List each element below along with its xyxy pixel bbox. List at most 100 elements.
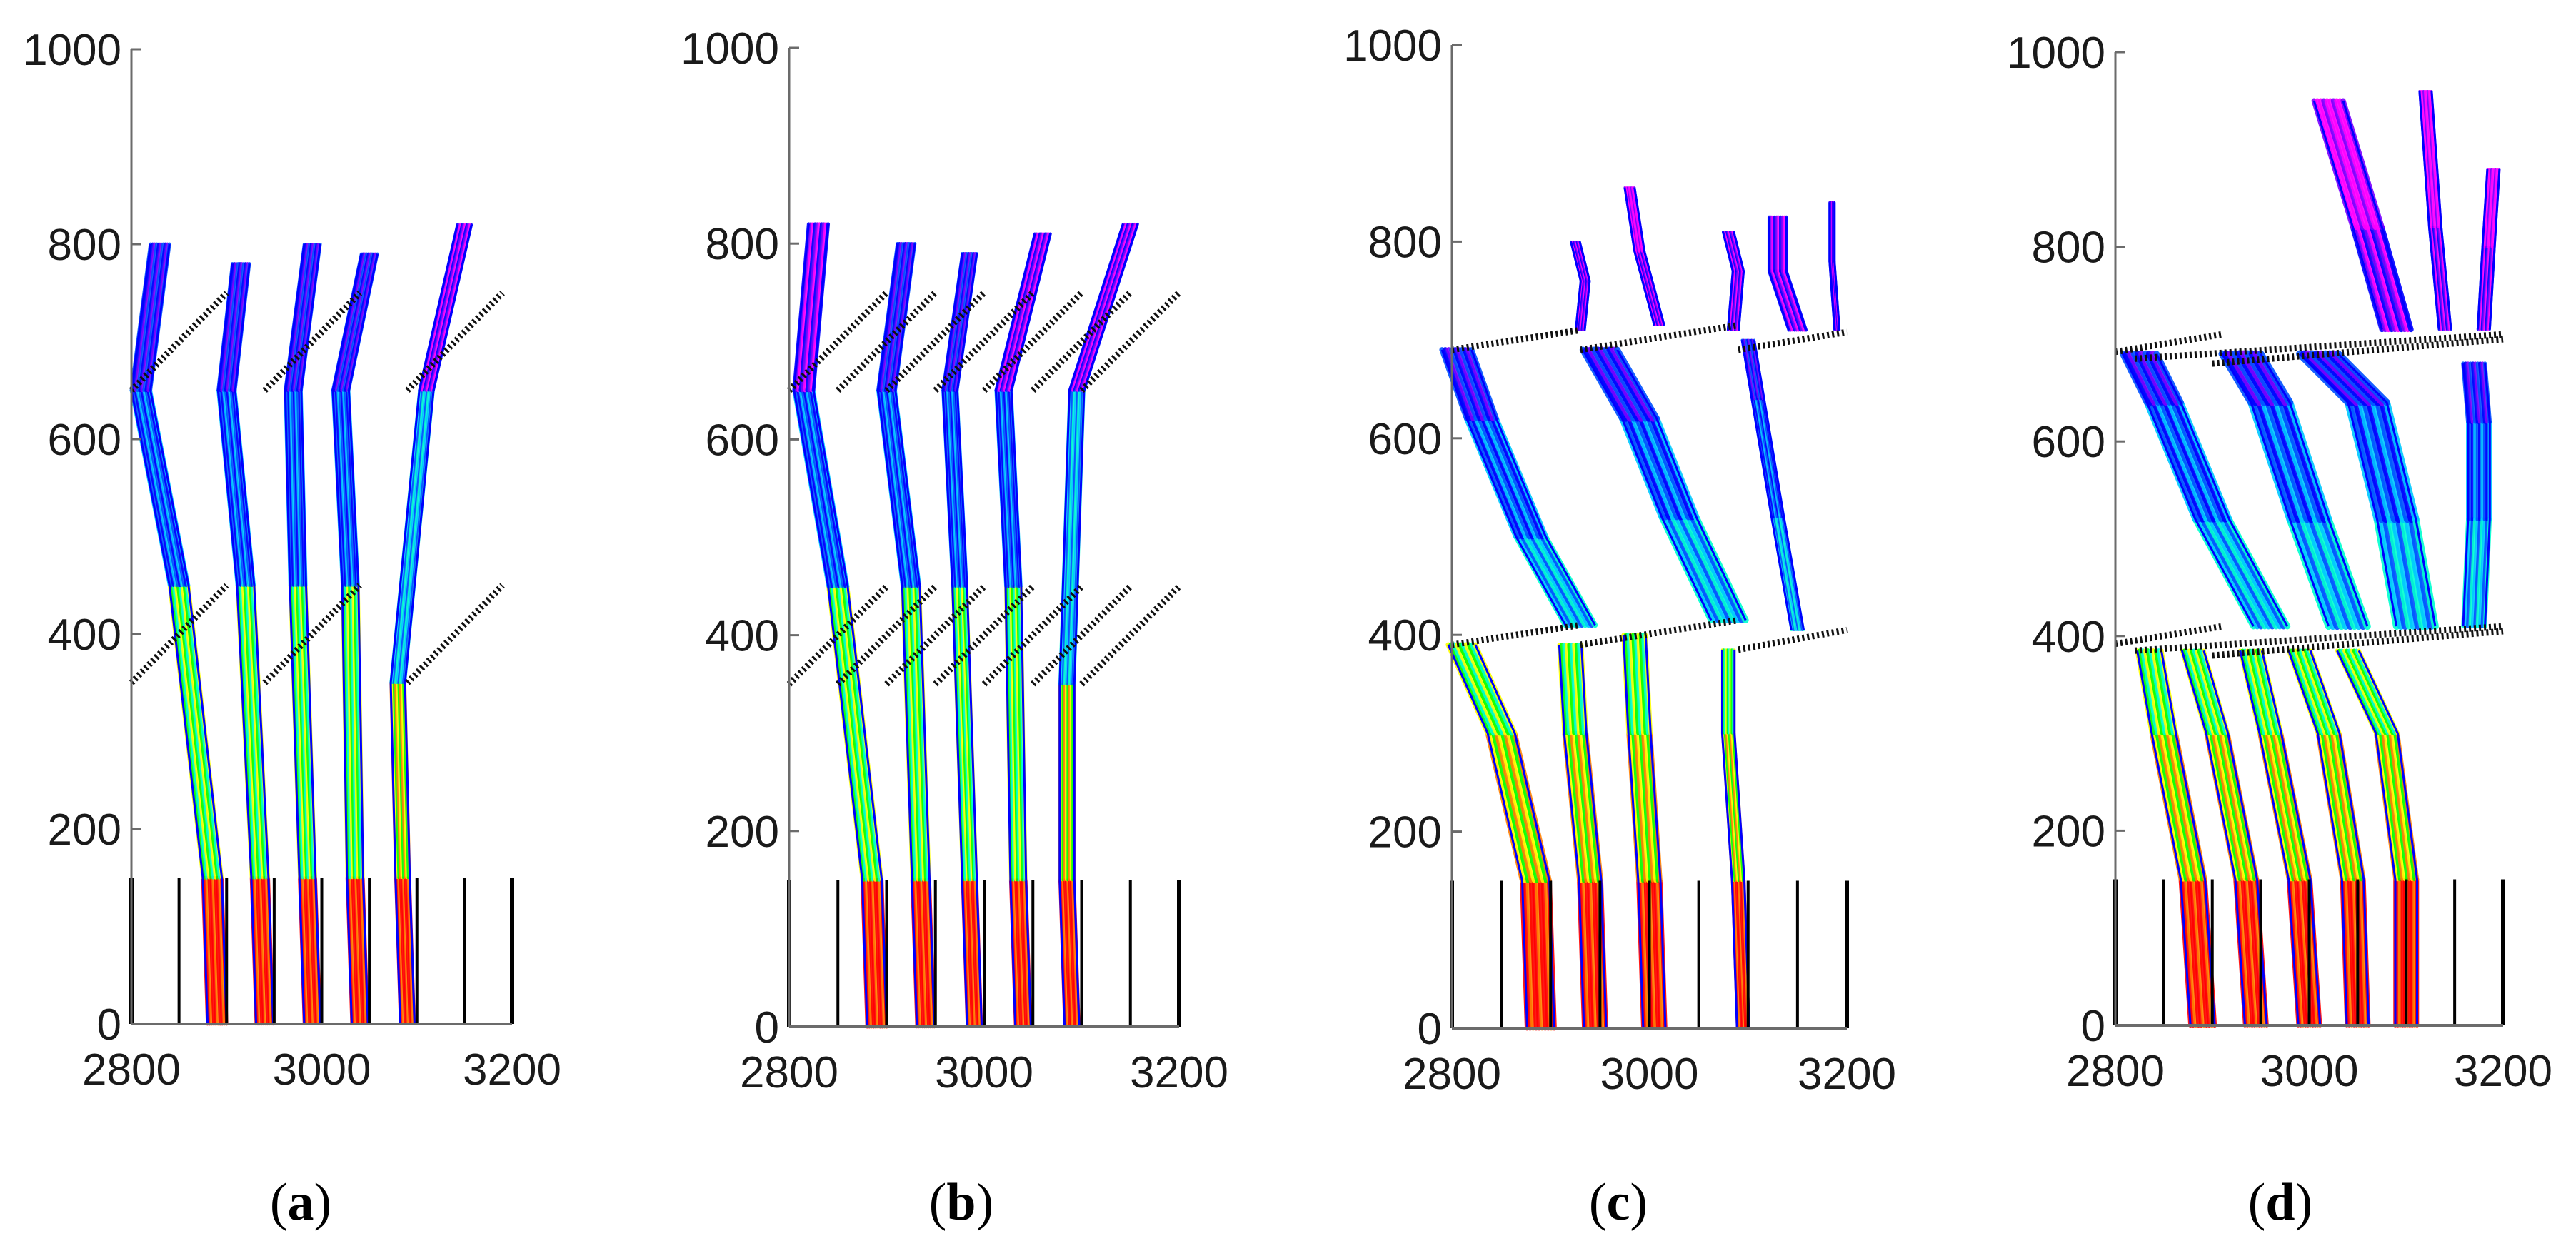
streamline — [131, 388, 174, 588]
streamline — [837, 584, 875, 882]
pin-lines — [2113, 879, 2505, 1025]
streamline — [2348, 398, 2385, 523]
streamline — [805, 388, 843, 588]
streamline — [299, 583, 312, 880]
streamline — [923, 878, 933, 1029]
streamline — [2252, 398, 2298, 523]
streamline — [1470, 642, 1515, 736]
streamline — [334, 252, 366, 392]
streamline — [2352, 398, 2390, 523]
streamline — [807, 388, 846, 588]
deflector — [1451, 326, 1581, 353]
streamline — [1490, 416, 1545, 540]
streamline — [2265, 731, 2298, 882]
streamline — [2388, 731, 2412, 882]
streamline — [1465, 347, 1496, 421]
streamline-bundles — [1439, 186, 1841, 1031]
streamline — [259, 876, 268, 1026]
x-tick-label: 3200 — [1798, 1050, 1896, 1099]
y-tick-label: 800 — [2032, 223, 2105, 273]
streamline — [1650, 415, 1696, 521]
streamline — [2362, 398, 2398, 523]
streamline — [908, 584, 922, 882]
streamline — [1749, 338, 1762, 401]
streamline — [228, 262, 246, 392]
streamline — [1071, 222, 1128, 392]
streamline — [287, 388, 295, 587]
streamline — [1001, 232, 1043, 392]
streamline — [2152, 731, 2186, 882]
streamline — [2148, 648, 2167, 736]
streamline — [2435, 226, 2447, 331]
streamline — [2390, 731, 2415, 882]
streamline — [349, 583, 358, 880]
streamline — [136, 242, 159, 393]
streamline-edge — [2342, 100, 2412, 330]
streamline — [419, 223, 461, 392]
streamline — [1728, 732, 1740, 883]
streamline — [2321, 98, 2365, 231]
x-tick-label: 3000 — [935, 1048, 1033, 1097]
streamline — [1574, 643, 1584, 735]
streamline — [301, 876, 309, 1026]
caption-letter-b: b — [946, 1173, 976, 1232]
streamline — [1060, 389, 1073, 685]
streamline — [2277, 398, 2324, 523]
deflector — [405, 291, 505, 393]
streamline — [239, 583, 257, 880]
streamline — [2221, 731, 2255, 882]
streamline — [1523, 878, 1533, 1031]
streamline — [803, 388, 841, 588]
streamline — [973, 878, 982, 1028]
streamline — [289, 242, 311, 392]
streamline — [229, 262, 248, 392]
streamline — [1071, 878, 1079, 1028]
streamline — [254, 876, 262, 1026]
streamline — [1638, 633, 1648, 735]
streamline — [2350, 648, 2392, 735]
streamline — [1736, 270, 1744, 331]
streamline — [1587, 346, 1633, 422]
streamline — [207, 875, 216, 1026]
streamline — [340, 252, 372, 392]
streamline-edge — [2357, 650, 2419, 1025]
streamline-edge — [2221, 353, 2330, 627]
streamline — [2160, 731, 2194, 882]
streamline — [2245, 877, 2260, 1028]
streamline — [249, 583, 266, 880]
streamline — [400, 876, 409, 1025]
pin-lines — [787, 880, 1181, 1027]
streamline-edge — [404, 224, 473, 1025]
streamline — [798, 222, 817, 393]
streamline — [1769, 269, 1793, 332]
streamline — [134, 242, 156, 393]
streamline — [1726, 732, 1739, 883]
streamline — [1775, 516, 1798, 631]
streamline — [1730, 270, 1738, 331]
streamline — [397, 876, 405, 1025]
streamline — [1003, 232, 1046, 392]
streamline — [1533, 533, 1588, 628]
streamline — [358, 876, 366, 1026]
streamline — [2475, 361, 2485, 424]
streamline-edge — [1622, 635, 1645, 1029]
deflector — [933, 583, 1036, 687]
streamline — [257, 876, 266, 1026]
streamline — [1732, 732, 1745, 883]
streamline — [2211, 516, 2276, 630]
streamline — [344, 583, 352, 880]
streamline — [878, 241, 901, 393]
streamline — [2270, 731, 2303, 882]
streamline — [2487, 168, 2495, 248]
streamline — [1761, 398, 1784, 518]
streamline — [1734, 270, 1741, 331]
streamline — [801, 222, 819, 393]
deflector — [1031, 583, 1133, 687]
streamline — [338, 252, 370, 392]
streamline — [883, 241, 907, 393]
streamline — [289, 388, 297, 587]
streamline — [1016, 585, 1024, 882]
streamline-edge — [1447, 644, 1528, 1029]
streamline — [2330, 98, 2375, 231]
streamline — [140, 388, 182, 588]
